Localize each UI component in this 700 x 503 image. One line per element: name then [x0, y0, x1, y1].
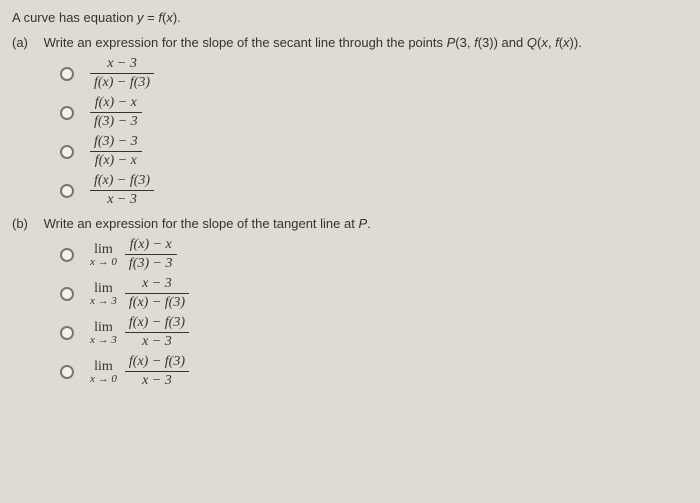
option-b4[interactable]: limx → 0 f(x) − f(3)x − 3	[60, 354, 688, 389]
radio-icon	[60, 287, 74, 301]
part-a: (a) Write an expression for the slope of…	[12, 35, 688, 208]
option-b2[interactable]: limx → 3 x − 3f(x) − f(3)	[60, 276, 688, 311]
option-a4[interactable]: f(x) − f(3)x − 3	[60, 173, 688, 208]
radio-icon	[60, 248, 74, 262]
radio-icon	[60, 326, 74, 340]
option-b3[interactable]: limx → 3 f(x) − f(3)x − 3	[60, 315, 688, 350]
radio-icon	[60, 184, 74, 198]
option-a3[interactable]: f(3) − 3f(x) − x	[60, 134, 688, 169]
part-a-options: x − 3f(x) − f(3) f(x) − xf(3) − 3 f(3) −…	[60, 56, 688, 208]
part-b-text: Write an expression for the slope of the…	[44, 216, 371, 231]
radio-icon	[60, 365, 74, 379]
part-b-options: limx → 0 f(x) − xf(3) − 3 limx → 3 x − 3…	[60, 237, 688, 389]
part-a-label: (a)	[12, 35, 40, 50]
option-a1[interactable]: x − 3f(x) − f(3)	[60, 56, 688, 91]
option-b1[interactable]: limx → 0 f(x) − xf(3) − 3	[60, 237, 688, 272]
part-b-label: (b)	[12, 216, 40, 231]
part-b: (b) Write an expression for the slope of…	[12, 216, 688, 389]
radio-icon	[60, 106, 74, 120]
option-a2[interactable]: f(x) − xf(3) − 3	[60, 95, 688, 130]
part-a-text: Write an expression for the slope of the…	[44, 35, 582, 50]
radio-icon	[60, 145, 74, 159]
curve-prompt: A curve has equation y = f(x).	[12, 10, 688, 25]
radio-icon	[60, 67, 74, 81]
